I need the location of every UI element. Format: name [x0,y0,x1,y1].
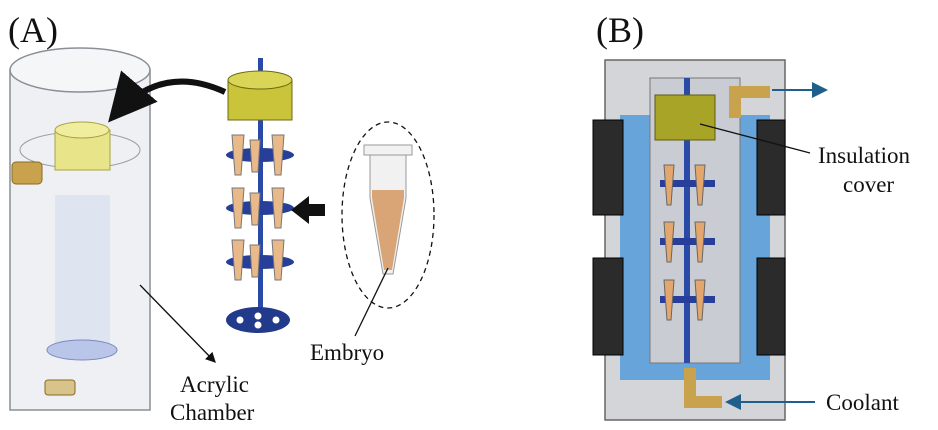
callout: Chamber [170,400,255,425]
leader-line [355,268,388,336]
tubes [232,188,284,228]
tubes [232,135,284,175]
tubes [232,240,284,280]
figure: (A) (B) Acrylic Chamber Embryo Insulatio… [0,0,938,430]
hole [237,317,244,324]
cover-top [228,71,292,89]
hole [255,313,262,320]
panel-label: (A) [8,10,58,50]
hole [273,317,280,324]
callout: Embryo [310,340,384,365]
tube-cap [364,145,412,155]
callout: cover [843,172,894,197]
tube-tier [226,135,294,280]
base-plate [226,307,290,333]
heater [593,120,623,215]
heater [757,120,785,215]
inner-stack [55,195,110,345]
heater [757,258,785,355]
chamber-top [10,48,150,92]
insulation-cover [655,95,715,140]
callout: Insulation [818,143,910,168]
inner-plate [47,340,117,360]
heater [593,258,623,355]
chamber-cover-top [55,122,109,138]
panel-label: (B) [596,10,644,50]
hole [255,322,262,329]
callout: Coolant [826,390,899,415]
fitting [12,162,42,184]
fitting [45,380,75,395]
block-arrow [291,196,325,224]
callout: Acrylic [180,372,249,397]
leader-line [140,285,215,362]
